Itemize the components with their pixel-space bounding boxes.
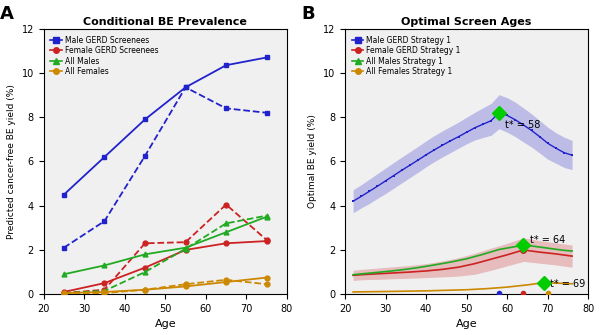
Y-axis label: Optimal BE yield (%): Optimal BE yield (%) [308, 115, 317, 208]
Legend: Male GERD Screenees, Female GERD Screenees, All Males, All Females: Male GERD Screenees, Female GERD Screene… [47, 32, 161, 79]
Text: B: B [301, 5, 315, 23]
Text: A: A [0, 5, 14, 23]
X-axis label: Age: Age [456, 320, 478, 329]
Legend: Male GERD Strategy 1, Female GERD Strategy 1, All Males Strategy 1, All Females : Male GERD Strategy 1, Female GERD Strate… [349, 32, 464, 79]
X-axis label: Age: Age [154, 320, 176, 329]
Title: Optimal Screen Ages: Optimal Screen Ages [401, 16, 532, 26]
Text: t* = 69: t* = 69 [550, 279, 585, 289]
Text: t* = 64: t* = 64 [530, 235, 565, 245]
Y-axis label: Predicted cancer-free BE yield (%): Predicted cancer-free BE yield (%) [7, 84, 16, 239]
Title: Conditional BE Prevalence: Conditional BE Prevalence [83, 16, 247, 26]
Text: t* = 58: t* = 58 [505, 120, 541, 130]
